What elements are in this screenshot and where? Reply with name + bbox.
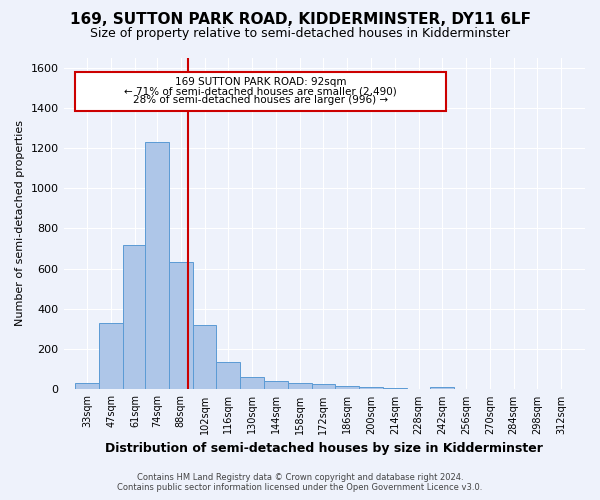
Text: ← 71% of semi-detached houses are smaller (2,490): ← 71% of semi-detached houses are smalle… [124, 86, 397, 96]
Bar [264, 382, 288, 390]
Bar [76, 72, 446, 111]
Bar [430, 387, 454, 390]
Bar [123, 244, 147, 390]
Text: Contains HM Land Registry data © Crown copyright and database right 2024.
Contai: Contains HM Land Registry data © Crown c… [118, 473, 482, 492]
Bar [240, 378, 264, 390]
Bar [99, 323, 123, 390]
X-axis label: Distribution of semi-detached houses by size in Kidderminster: Distribution of semi-detached houses by … [106, 442, 543, 455]
Text: 169 SUTTON PARK ROAD: 92sqm: 169 SUTTON PARK ROAD: 92sqm [175, 77, 346, 87]
Bar [169, 262, 193, 390]
Text: Size of property relative to semi-detached houses in Kidderminster: Size of property relative to semi-detach… [90, 28, 510, 40]
Bar [288, 384, 311, 390]
Bar [383, 388, 407, 390]
Bar [217, 362, 240, 390]
Bar [335, 386, 359, 390]
Bar [359, 387, 383, 390]
Text: 28% of semi-detached houses are larger (996) →: 28% of semi-detached houses are larger (… [133, 96, 388, 106]
Text: 169, SUTTON PARK ROAD, KIDDERMINSTER, DY11 6LF: 169, SUTTON PARK ROAD, KIDDERMINSTER, DY… [70, 12, 530, 28]
Y-axis label: Number of semi-detached properties: Number of semi-detached properties [15, 120, 25, 326]
Bar [145, 142, 169, 390]
Bar [311, 384, 335, 390]
Bar [76, 384, 99, 390]
Bar [193, 325, 217, 390]
